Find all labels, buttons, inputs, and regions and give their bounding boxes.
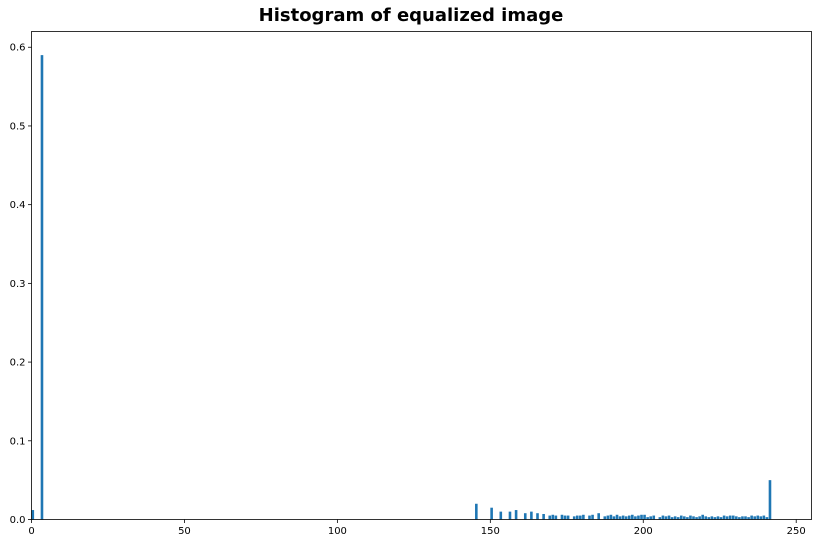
histogram-bar bbox=[756, 515, 760, 520]
histogram-bar bbox=[701, 514, 704, 520]
histogram-bar bbox=[670, 517, 674, 520]
histogram-bar bbox=[667, 515, 671, 520]
histogram-bar bbox=[575, 515, 579, 520]
histogram-bar bbox=[710, 516, 714, 520]
histogram-bar bbox=[689, 515, 692, 520]
x-tick-label: 200 bbox=[634, 526, 653, 537]
histogram-bar bbox=[606, 515, 610, 520]
histogram-bar bbox=[627, 515, 631, 520]
histogram-bar bbox=[692, 516, 695, 520]
histogram-bar bbox=[750, 515, 753, 520]
histogram-bar bbox=[40, 55, 44, 520]
histogram-bar bbox=[765, 517, 769, 520]
histogram-bar bbox=[719, 517, 723, 520]
y-tick-label: 0.4 bbox=[10, 200, 26, 211]
histogram-bar bbox=[664, 516, 668, 520]
histogram-bar bbox=[744, 516, 747, 520]
plot-frame bbox=[31, 31, 812, 520]
x-tick-label: 150 bbox=[481, 526, 500, 537]
y-tick-label: 0.3 bbox=[10, 279, 26, 290]
x-tick-label: 50 bbox=[178, 526, 191, 537]
histogram-bar bbox=[530, 511, 533, 520]
histogram-bar bbox=[722, 515, 726, 520]
y-tick-label: 0.6 bbox=[10, 43, 26, 54]
histogram-bar bbox=[649, 516, 652, 520]
x-tick-label: 100 bbox=[328, 526, 347, 537]
histogram-bar bbox=[508, 511, 512, 520]
histogram-bar bbox=[612, 516, 616, 520]
histogram-bar bbox=[490, 507, 493, 520]
histogram-bar bbox=[728, 515, 732, 520]
histogram-bar bbox=[609, 514, 613, 520]
histogram-bar bbox=[673, 516, 677, 520]
histogram-bar bbox=[514, 510, 518, 520]
histogram-bar bbox=[579, 515, 582, 520]
histogram-bar bbox=[582, 514, 585, 520]
histogram-bar bbox=[560, 514, 564, 520]
histogram-bar bbox=[624, 516, 628, 520]
histogram-bar bbox=[652, 515, 656, 520]
histogram-bar bbox=[548, 515, 552, 520]
histogram-bar bbox=[634, 516, 637, 520]
histogram-bar bbox=[735, 516, 738, 520]
histogram-bar bbox=[741, 516, 744, 520]
histogram-bar bbox=[762, 515, 766, 520]
histogram-bar bbox=[618, 516, 622, 520]
histogram-bar bbox=[566, 515, 570, 520]
histogram-bar bbox=[698, 516, 701, 520]
histogram-bar bbox=[588, 515, 591, 520]
histogram-bar bbox=[683, 516, 686, 520]
histogram-bar bbox=[661, 515, 665, 520]
histogram-bar bbox=[640, 514, 643, 520]
histogram-bar bbox=[676, 517, 680, 520]
histogram-bar bbox=[759, 516, 763, 520]
histogram-bar bbox=[603, 516, 607, 520]
histogram-bar bbox=[658, 517, 662, 520]
x-axis: 0 50 100 150 200 250 bbox=[28, 519, 806, 537]
histogram-bar bbox=[747, 517, 750, 520]
histogram-bar bbox=[695, 517, 698, 520]
histogram-bar bbox=[563, 515, 567, 520]
histogram-bar bbox=[731, 515, 735, 520]
x-tick-label: 0 bbox=[28, 526, 34, 537]
histogram-bar bbox=[686, 517, 689, 520]
histogram-bar bbox=[679, 515, 683, 520]
histogram-bar bbox=[631, 514, 634, 520]
histogram-bar bbox=[725, 516, 729, 520]
histogram-bar bbox=[572, 516, 576, 520]
histogram-bar bbox=[713, 517, 717, 520]
histogram-bar bbox=[621, 515, 625, 520]
histogram-bar bbox=[637, 515, 640, 520]
histogram-bar bbox=[597, 513, 600, 520]
histogram-bar bbox=[523, 513, 527, 520]
y-tick-label: 0.2 bbox=[10, 358, 26, 369]
histogram-bar bbox=[643, 514, 646, 520]
x-tick-label: 250 bbox=[787, 526, 806, 537]
y-tick-label: 0.5 bbox=[10, 121, 26, 132]
y-tick-label: 0.0 bbox=[10, 515, 26, 526]
histogram-bar bbox=[536, 513, 539, 520]
histogram-bar bbox=[707, 517, 711, 520]
histogram-bar bbox=[591, 514, 594, 520]
histogram-bar bbox=[738, 517, 741, 520]
histogram-bar bbox=[542, 513, 545, 520]
histogram-bar bbox=[499, 511, 503, 520]
histogram-bar bbox=[768, 480, 772, 520]
histogram-bar bbox=[31, 510, 35, 520]
y-tick-label: 0.1 bbox=[10, 436, 26, 447]
bars-group bbox=[31, 55, 772, 520]
y-axis: 0.0 0.1 0.2 0.3 0.4 0.5 0.6 bbox=[10, 43, 32, 526]
histogram-bar bbox=[646, 517, 649, 520]
histogram-bar bbox=[554, 515, 558, 520]
histogram-bar bbox=[753, 516, 756, 520]
histogram-bar bbox=[704, 516, 708, 520]
histogram-bar bbox=[615, 514, 619, 520]
histogram-bar bbox=[551, 514, 555, 520]
chart-title: Histogram of equalized image bbox=[259, 5, 564, 26]
histogram-bar bbox=[475, 503, 478, 520]
histogram-bar bbox=[716, 516, 720, 520]
